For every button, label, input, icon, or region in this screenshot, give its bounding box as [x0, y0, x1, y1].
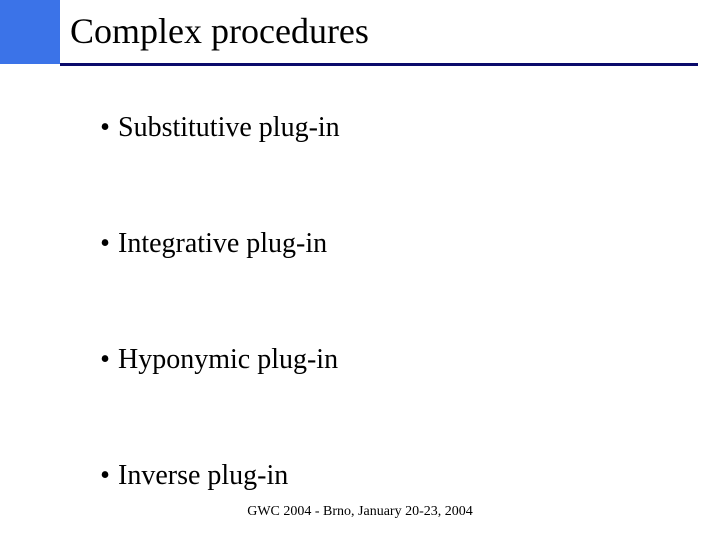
slide: Complex procedures • Substitutive plug-i…	[0, 0, 720, 540]
title-underline	[60, 63, 698, 66]
bullet-marker: •	[92, 112, 118, 144]
bullet-marker: •	[92, 344, 118, 376]
bullet-item: • Integrative plug-in	[92, 228, 652, 260]
bullet-item: • Hyponymic plug-in	[92, 344, 652, 376]
corner-accent-square	[0, 0, 60, 64]
slide-body: • Substitutive plug-in • Integrative plu…	[92, 112, 652, 492]
slide-footer: GWC 2004 - Brno, January 20-23, 2004	[0, 504, 720, 520]
bullet-item: • Inverse plug-in	[92, 460, 652, 492]
bullet-marker: •	[92, 460, 118, 492]
bullet-marker: •	[92, 228, 118, 260]
slide-title: Complex procedures	[70, 10, 369, 52]
bullet-text: Hyponymic plug-in	[118, 344, 652, 376]
bullet-text: Inverse plug-in	[118, 460, 652, 492]
bullet-text: Substitutive plug-in	[118, 112, 652, 144]
bullet-text: Integrative plug-in	[118, 228, 652, 260]
bullet-item: • Substitutive plug-in	[92, 112, 652, 144]
